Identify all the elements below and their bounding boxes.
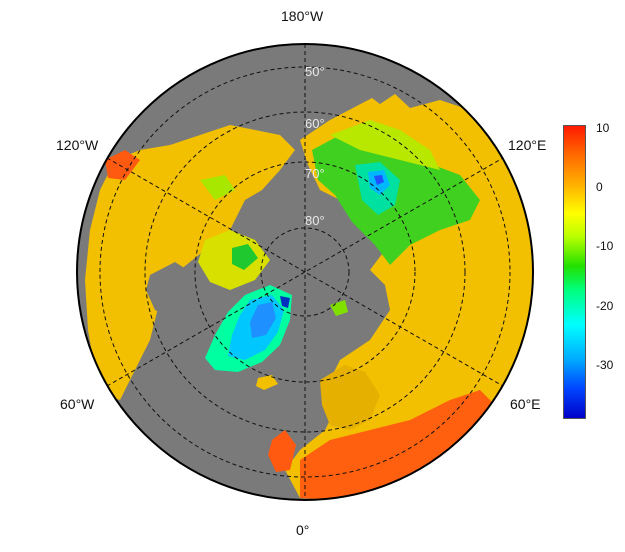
alaska-warm [105, 150, 140, 180]
graticule [99, 44, 511, 500]
colorbar-tick-10: 10 [596, 121, 610, 135]
hudson-bay [146, 262, 195, 320]
colorbar-tick-minus30: -30 [596, 358, 614, 372]
iceland [256, 375, 278, 390]
longitude-label-0: 0° [296, 522, 310, 538]
colorbar [563, 125, 586, 419]
latitude-label-70: 70° [305, 166, 325, 181]
north-america-landmass [85, 125, 295, 400]
latitude-label-50: 50° [305, 64, 325, 79]
map-boundary [76, 43, 534, 501]
arctic-islands-green [232, 244, 258, 270]
latitude-label-80: 80° [305, 213, 325, 228]
longitude-label-120e: 120°E [508, 137, 547, 153]
siberia-blue [374, 175, 384, 185]
colorbar-tick-minus10: -10 [596, 239, 614, 253]
longitude-label-120w: 120°W [56, 137, 99, 153]
greenland-ice-core [250, 302, 276, 338]
colorbar-tick-minus20: -20 [596, 299, 614, 313]
greenland-ice-peak [280, 296, 290, 308]
latitude-label-60: 60° [305, 116, 325, 131]
canada-green-patch [200, 175, 235, 200]
scandinavia [320, 365, 380, 430]
longitude-label-60w: 60°W [60, 396, 95, 412]
british-isles [268, 430, 296, 472]
colorbar-tick-0: 0 [596, 180, 603, 194]
longitude-label-60e: 60°E [510, 396, 541, 412]
siberia-transition [330, 120, 440, 170]
longitude-label-180w: 180°W [281, 8, 324, 24]
